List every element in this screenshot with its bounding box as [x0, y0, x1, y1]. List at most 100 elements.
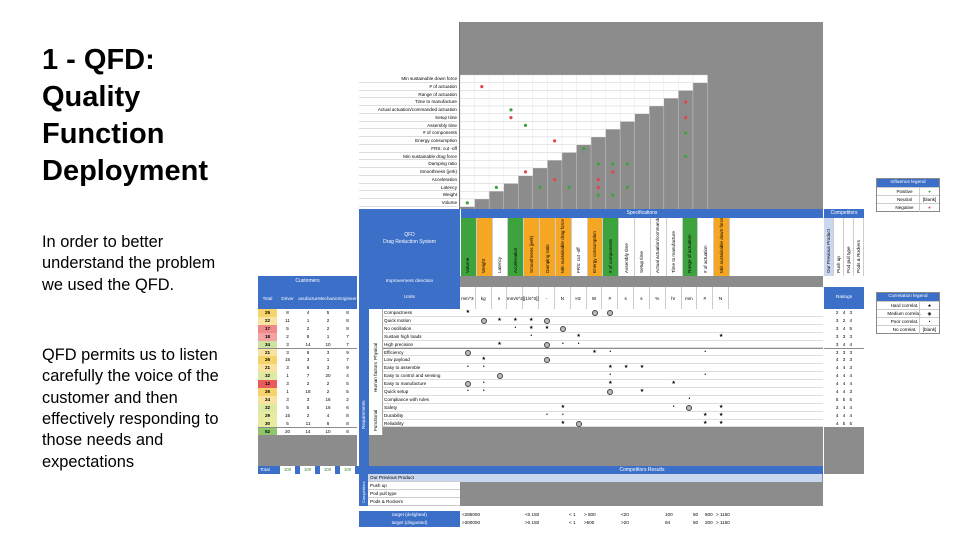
- correlation-mark: ★: [544, 324, 550, 331]
- customer-cell: 34: [258, 340, 277, 349]
- customer-cell: 9: [346, 349, 349, 355]
- customer-cell: 2: [326, 389, 330, 394]
- correlation-mark: [543, 317, 551, 325]
- spec-column: Actual actuation/commanded actuation: [650, 218, 667, 276]
- spec-name: Setup time: [639, 251, 645, 273]
- roof-influence-dot: [684, 154, 688, 158]
- correlation-mark: [575, 420, 583, 428]
- legend-label: Medium correlat.: [887, 311, 922, 316]
- target-value: 200: [705, 520, 713, 525]
- improvement-row: Improvement direction: [359, 276, 823, 287]
- customer-cell: 16: [325, 404, 331, 410]
- rating-row: 3 2 4: [824, 316, 864, 325]
- requirement-group: Functional: [369, 395, 383, 436]
- customer-cell: 3: [286, 381, 289, 387]
- roof-influence-dot: [625, 162, 630, 166]
- customer-cell: 7: [346, 333, 349, 339]
- customer-row: 12 3 2 2 5: [258, 380, 357, 388]
- roof-label: Smoothness (jerk): [359, 168, 457, 176]
- spec-name: # of components: [607, 239, 613, 273]
- customer-cell: 4: [326, 412, 330, 418]
- requirement-name: Durability: [384, 412, 404, 418]
- customer-cell: 15: [284, 357, 291, 363]
- customer-cell: 21: [258, 364, 277, 373]
- unit-cell: hr: [666, 287, 682, 309]
- legend-label: Negative: [895, 205, 914, 210]
- customer-row: 29 15 2 4 8: [258, 411, 357, 420]
- roof-influence-dot: [625, 185, 630, 189]
- customer-cell: 25: [258, 309, 277, 317]
- unit-cell: [[1/s^3]]: [523, 287, 540, 309]
- customer-cell: 2: [306, 412, 310, 418]
- customer-cell: 8: [346, 428, 349, 434]
- spec-name: Damping ratio: [544, 244, 550, 273]
- specification-columns: Volume Weight Latency Acceleration Smoothnes…: [461, 218, 823, 276]
- customer-cell: 1: [326, 333, 330, 339]
- customer-row: 30 5 11 6 8: [258, 419, 357, 428]
- customer-row: 21 3 6 3 9: [258, 348, 357, 357]
- roof-row: [460, 74, 708, 83]
- customer-row: 32 5 5 16 6: [258, 403, 357, 412]
- unit-cell: Hz: [571, 287, 587, 309]
- roof-influence-dot: [684, 100, 688, 104]
- medium-correlation-icon: [559, 325, 566, 332]
- spec-name: Energy consumption: [591, 231, 597, 273]
- correlation-mark: •: [704, 372, 707, 379]
- correlation-mark: [464, 349, 472, 357]
- target-value: < 1: [569, 520, 576, 525]
- customer-cell: 5: [346, 381, 349, 387]
- customer-cell: 1: [306, 317, 310, 323]
- slide-title: 1 - QFD: Quality Function Deployment: [42, 44, 208, 188]
- correlation-mark: •: [688, 395, 691, 402]
- requirement-row: Quick motion ★ ★ ★: [383, 316, 823, 325]
- spec-column: Smoothness (jerk): [524, 218, 541, 276]
- medium-correlation-icon: [544, 317, 551, 324]
- customer-cell: 3: [286, 396, 289, 402]
- customer-cell: 3: [286, 341, 289, 347]
- requirement-name: Easy to assemble: [384, 365, 421, 371]
- target-value: <20: [621, 512, 629, 517]
- customer-cell: 1: [326, 357, 330, 363]
- customer-cell: 8: [346, 420, 349, 426]
- improvement-label: Improvement direction: [359, 276, 460, 287]
- correlation-mark: •: [482, 380, 485, 387]
- legend-label: Hard correlat.: [890, 303, 919, 308]
- correlation-mark: ★: [671, 380, 676, 387]
- target-value: 50: [693, 520, 699, 525]
- total-cell: 100: [280, 466, 295, 474]
- correlation-mark: ★: [576, 332, 581, 339]
- customer-row: 34 3 14 10 7: [258, 340, 357, 349]
- roof-influence-dot: [509, 116, 513, 120]
- customer-cell: 10: [325, 428, 331, 434]
- spec-column: Damping ratio: [540, 218, 556, 276]
- customer-cell: 12: [258, 380, 277, 388]
- correlation-mark: ★: [639, 364, 645, 371]
- roof-label: Energy consumption: [359, 137, 457, 145]
- customer-cell: 8: [346, 310, 349, 315]
- requirement-name: Easy to control and sensing: [384, 373, 441, 379]
- requirement-name: Sustain high loads: [384, 333, 422, 339]
- legend-row: Positive ●: [877, 187, 939, 196]
- requirement-row: Safety ★ • ★: [383, 403, 823, 412]
- target-value: 500: [705, 512, 713, 517]
- customer-cell: 2: [346, 396, 349, 402]
- spec-column: FRS: cut -off: [571, 218, 588, 276]
- roof-influence-dot: [523, 170, 528, 174]
- rating-row: 5 5 5: [824, 395, 864, 404]
- total-label: Total: [260, 467, 270, 472]
- correlation-mark: ★: [718, 419, 724, 426]
- customer-cell: 3: [326, 349, 330, 355]
- legend-mark: [blank]: [919, 196, 939, 204]
- customer-cell: 5: [286, 404, 289, 410]
- group-label: Human factors: [373, 362, 378, 392]
- medium-correlation-icon: [607, 310, 614, 316]
- spec-column: Setup time: [635, 218, 651, 276]
- customer-cell: 24: [258, 395, 277, 404]
- target-value: 94: [665, 520, 671, 525]
- customer-cell: 8: [306, 333, 310, 339]
- customer-cell: 32: [258, 403, 277, 412]
- unit-cell: W: [587, 287, 603, 309]
- roof-influence-dot: [596, 193, 600, 197]
- correlation-mark: ★: [718, 332, 724, 339]
